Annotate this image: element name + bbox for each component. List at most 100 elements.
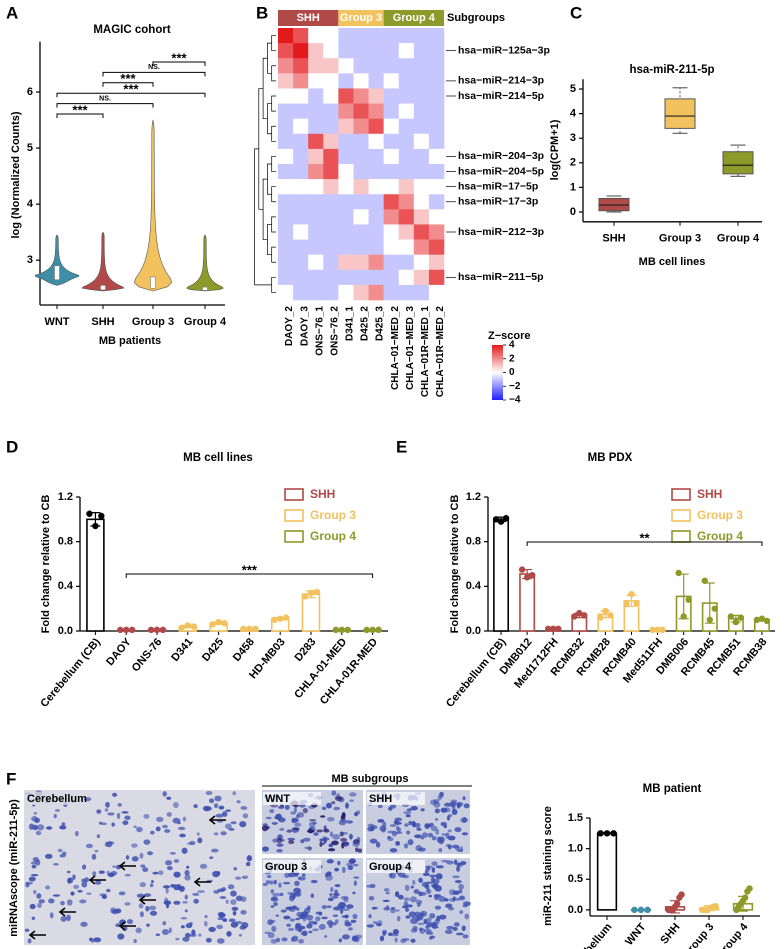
- cell-nucleus: [106, 888, 111, 893]
- cell-nucleus: [331, 840, 339, 846]
- cell-nucleus: [199, 863, 208, 869]
- cell-nucleus: [104, 808, 109, 812]
- heatmap-cell: [368, 254, 384, 271]
- x-tick-label: D458: [231, 636, 257, 664]
- cell-nucleus: [310, 879, 318, 884]
- cell-nucleus: [167, 866, 173, 871]
- heatmap-cell: [383, 28, 400, 44]
- data-point: [128, 626, 136, 634]
- heatmap-cell: [413, 179, 430, 195]
- heatmap-cell: [308, 118, 324, 135]
- cell-nucleus: [37, 902, 42, 908]
- data-point: [701, 577, 708, 584]
- cell-nucleus: [267, 932, 275, 939]
- data-point: [610, 830, 617, 837]
- column-label: CHLA−01−MED_2: [390, 306, 401, 390]
- heatmap-cell: [428, 28, 445, 44]
- cell-nucleus: [305, 914, 314, 921]
- heatmap-cell: [293, 239, 309, 255]
- cell-nucleus: [408, 820, 413, 826]
- data-point: [184, 622, 191, 629]
- cell-nucleus: [388, 932, 393, 937]
- heatmap-cell: [338, 103, 354, 119]
- cell-nucleus: [410, 928, 418, 933]
- cell-nucleus: [235, 876, 242, 880]
- cell-nucleus: [150, 880, 155, 884]
- cell-nucleus: [324, 872, 329, 877]
- heatmap-cell: [398, 43, 415, 59]
- heatmap-cell: [323, 118, 339, 135]
- heatmap-cell: [368, 239, 384, 255]
- cell-nucleus: [381, 827, 386, 833]
- cell-nucleus: [462, 816, 467, 823]
- violin-box: [54, 265, 60, 281]
- cell-nucleus: [389, 872, 396, 879]
- cell-nucleus: [366, 924, 375, 928]
- row-label: hsa−miR−214−5p: [458, 90, 544, 102]
- chart-title: MB PDX: [588, 452, 633, 464]
- tile-label: Group 3: [265, 861, 307, 873]
- cell-nucleus: [66, 870, 71, 874]
- cell-nucleus: [271, 896, 278, 901]
- cell-nucleus: [347, 865, 354, 871]
- cell-nucleus: [346, 862, 353, 867]
- heatmap-cell: [323, 133, 339, 150]
- cell-nucleus: [327, 848, 336, 852]
- cell-nucleus: [232, 911, 237, 916]
- data-point: [523, 574, 531, 581]
- heatmap-cell: [308, 164, 324, 180]
- data-point: [246, 625, 253, 632]
- cell-nucleus: [444, 929, 453, 935]
- significance-bracket: [56, 92, 206, 98]
- legend-label: SHH: [310, 487, 335, 501]
- cell-nucleus: [165, 902, 170, 909]
- cell-nucleus: [324, 935, 328, 938]
- cell-nucleus: [53, 863, 59, 866]
- cell-nucleus: [410, 938, 416, 943]
- subgroup-title: Subgroups: [447, 12, 505, 24]
- heatmap-cell: [428, 73, 445, 89]
- data-point: [338, 626, 345, 634]
- y-axis-label: miR-211 staining score: [542, 806, 554, 926]
- cell-nucleus: [179, 833, 186, 838]
- cell-nucleus: [35, 830, 42, 836]
- cell-nucleus: [410, 885, 415, 889]
- dendrogram: [262, 178, 268, 240]
- cell-nucleus: [291, 817, 299, 823]
- heatmap-cell: [278, 88, 294, 104]
- cell-nucleus: [60, 900, 65, 906]
- cell-nucleus: [162, 824, 168, 829]
- heatmap-cell: [308, 43, 324, 59]
- micrograph: [24, 790, 255, 945]
- significance-label: **: [639, 530, 650, 545]
- cell-nucleus: [326, 817, 335, 822]
- cell-nucleus: [96, 809, 102, 814]
- y-tick-label: 0: [570, 206, 576, 218]
- cell-nucleus: [334, 796, 343, 802]
- x-tick-label: SHH: [91, 316, 114, 328]
- cell-nucleus: [57, 848, 63, 853]
- cell-nucleus: [372, 920, 378, 925]
- x-tick-label: Group 4: [184, 316, 227, 328]
- violin: [34, 234, 80, 286]
- cell-nucleus: [238, 933, 243, 937]
- heatmap-cell: [383, 164, 400, 180]
- cell-nucleus: [424, 883, 430, 889]
- cell-nucleus: [38, 899, 45, 904]
- data-point: [301, 593, 309, 600]
- cell-nucleus: [438, 848, 443, 853]
- heatmap-cell: [323, 284, 339, 301]
- heatmap-cell: [323, 254, 339, 271]
- cell-nucleus: [375, 841, 381, 848]
- cell-nucleus: [91, 853, 97, 860]
- cell-nucleus: [122, 820, 129, 826]
- data-point: [741, 894, 749, 901]
- heatmap-cell: [398, 58, 415, 74]
- subgroup-label: SHH: [297, 12, 320, 24]
- cell-nucleus: [208, 926, 216, 932]
- cell-nucleus: [333, 806, 341, 811]
- x-tick-label: Group 3: [132, 316, 174, 328]
- data-point: [673, 900, 681, 907]
- data-point: [159, 626, 167, 634]
- violin-box: [150, 276, 156, 289]
